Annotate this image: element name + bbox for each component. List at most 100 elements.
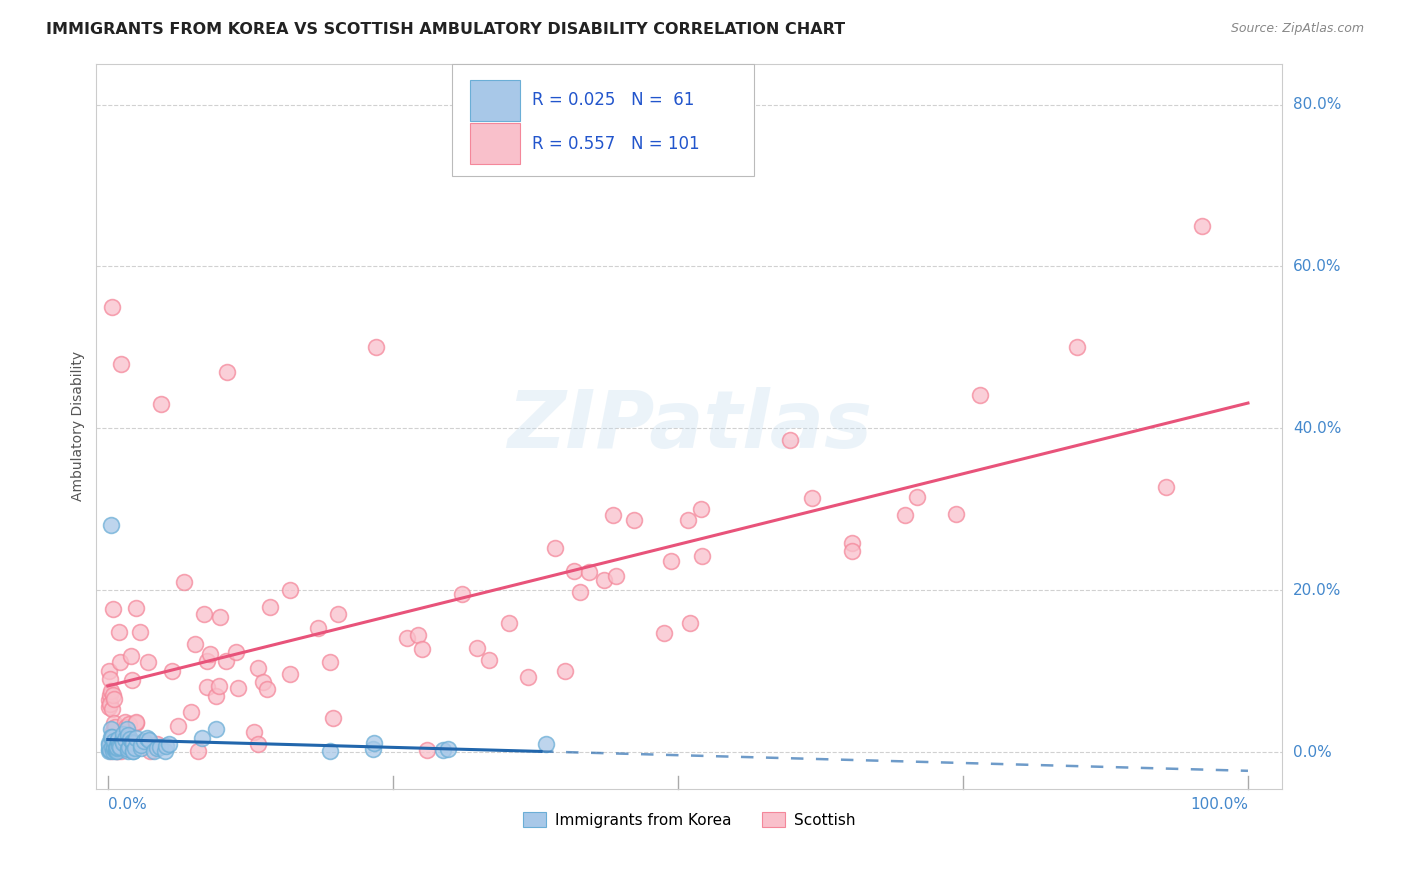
Point <box>129 738 152 752</box>
Point <box>605 569 627 583</box>
Point <box>652 626 675 640</box>
Point <box>118 739 141 754</box>
Point <box>121 673 143 687</box>
Text: IMMIGRANTS FROM KOREA VS SCOTTISH AMBULATORY DISABILITY CORRELATION CHART: IMMIGRANTS FROM KOREA VS SCOTTISH AMBULA… <box>46 22 845 37</box>
Point <box>167 718 190 732</box>
Point <box>465 640 488 655</box>
Point <box>150 397 173 411</box>
Point <box>259 600 281 615</box>
Point <box>103 602 125 616</box>
Point <box>101 730 124 744</box>
Point <box>97 736 120 750</box>
Point <box>107 732 129 747</box>
Point <box>208 679 231 693</box>
Point <box>108 655 131 669</box>
Point <box>204 722 226 736</box>
Point <box>121 735 143 749</box>
Point <box>326 607 349 621</box>
Point <box>478 652 501 666</box>
Point <box>125 731 148 746</box>
Point <box>602 508 624 523</box>
Text: 80.0%: 80.0% <box>1294 97 1341 112</box>
Point <box>256 681 278 696</box>
Point <box>121 648 143 663</box>
Point <box>396 631 419 645</box>
Point <box>136 655 159 669</box>
Point <box>578 565 600 579</box>
Point <box>157 738 180 752</box>
Point <box>105 743 128 757</box>
Point <box>114 715 136 730</box>
Point <box>134 734 156 748</box>
Point <box>97 665 120 679</box>
Point <box>100 683 122 698</box>
Text: 100.0%: 100.0% <box>1189 797 1249 812</box>
Point <box>841 544 863 558</box>
Point <box>363 736 385 750</box>
Point <box>98 689 121 703</box>
Text: 0.0%: 0.0% <box>1294 745 1331 760</box>
Point <box>124 741 146 756</box>
Point <box>1066 340 1088 354</box>
Point <box>107 625 129 640</box>
Point <box>118 717 141 731</box>
Point <box>100 518 122 533</box>
Point <box>138 733 160 747</box>
Point <box>125 715 148 730</box>
Point <box>450 587 472 601</box>
Point <box>110 744 132 758</box>
Point <box>322 711 344 725</box>
FancyBboxPatch shape <box>470 123 520 164</box>
Point <box>121 744 143 758</box>
Point <box>104 744 127 758</box>
Point <box>122 744 145 758</box>
Point <box>114 720 136 734</box>
Y-axis label: Ambulatory Disability: Ambulatory Disability <box>72 351 86 501</box>
Point <box>149 739 172 754</box>
FancyBboxPatch shape <box>470 80 520 120</box>
Point <box>101 702 124 716</box>
Point <box>1154 480 1177 494</box>
Point <box>118 732 141 747</box>
Point <box>98 673 121 687</box>
Point <box>98 743 121 757</box>
Point <box>103 742 125 756</box>
Point <box>945 507 967 521</box>
Point <box>97 742 120 756</box>
Point <box>114 731 136 746</box>
Point <box>117 744 139 758</box>
Point <box>101 689 124 703</box>
Point <box>103 716 125 731</box>
Point <box>779 434 801 448</box>
Text: Source: ZipAtlas.com: Source: ZipAtlas.com <box>1230 22 1364 36</box>
Point <box>246 738 269 752</box>
Point <box>568 585 591 599</box>
Text: 60.0%: 60.0% <box>1294 259 1341 274</box>
Text: R = 0.557   N = 101: R = 0.557 N = 101 <box>531 135 699 153</box>
Point <box>104 744 127 758</box>
Point <box>209 609 232 624</box>
Point <box>107 733 129 747</box>
Point <box>105 741 128 756</box>
Point <box>107 744 129 758</box>
Point <box>160 664 183 678</box>
Point <box>115 723 138 737</box>
Point <box>103 740 125 755</box>
Point <box>198 647 221 661</box>
Point <box>544 541 567 555</box>
Point <box>554 665 576 679</box>
Point <box>125 715 148 730</box>
Point <box>319 743 342 757</box>
Text: 20.0%: 20.0% <box>1294 582 1341 598</box>
Point <box>110 357 132 371</box>
Point <box>111 727 134 741</box>
Point <box>366 340 388 354</box>
Point <box>129 625 152 640</box>
Point <box>100 722 122 736</box>
Point <box>187 744 209 758</box>
Point <box>184 637 207 651</box>
Point <box>101 739 124 754</box>
Point <box>97 744 120 758</box>
Point <box>562 564 585 578</box>
Point <box>659 554 682 568</box>
